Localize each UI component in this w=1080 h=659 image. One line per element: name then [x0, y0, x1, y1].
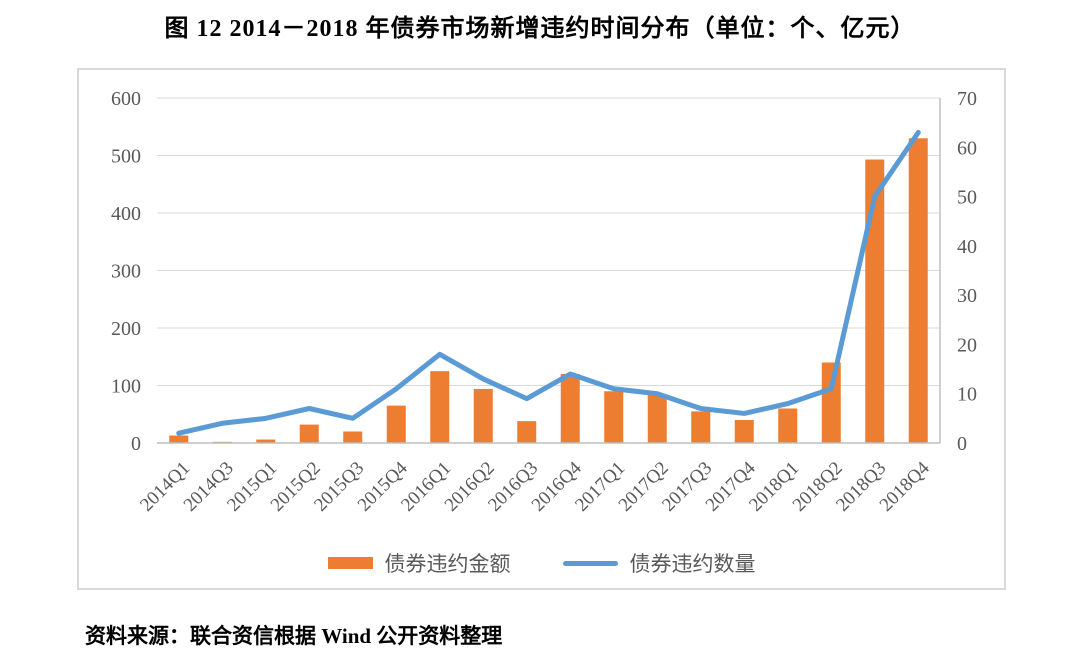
left-axis-tick-label: 100	[111, 376, 141, 398]
bar-2015Q2	[299, 424, 319, 443]
legend-line-label: 债券违约数量	[629, 552, 756, 576]
bar-2017Q2	[647, 394, 667, 443]
left-axis-tick-label: 0	[131, 433, 141, 455]
bar-2018Q4	[908, 138, 928, 443]
count-line	[176, 130, 921, 436]
right-axis-tick-label: 20	[957, 334, 977, 356]
chart-title: 图 12 2014－2018 年债券市场新增违约时间分布（单位：个、亿元）	[164, 16, 916, 42]
x-tick-label: 2018Q4	[876, 457, 934, 515]
bar-2018Q2	[821, 362, 841, 443]
right-axis-tick-label: 10	[957, 384, 977, 406]
bar-2016Q4	[560, 374, 580, 443]
bar-2017Q4	[734, 420, 754, 443]
left-axis-tick-label: 200	[111, 318, 141, 340]
legend-bar-label: 债券违约金额	[384, 552, 511, 576]
legend-bar-swatch	[327, 557, 373, 569]
chart-plot-area: 60050040030020010007060504030201002014Q1…	[111, 88, 977, 516]
bar-2015Q1	[256, 439, 276, 443]
source-note: 资料来源：联合资信根据 Wind 公开资料整理	[85, 624, 503, 648]
legend-item-amount: 债券违约金额	[327, 548, 511, 578]
right-axis-tick-label: 0	[957, 433, 967, 455]
bar-2018Q3	[865, 159, 885, 443]
left-axis-tick-label: 300	[111, 261, 141, 283]
bar-2015Q3	[343, 431, 363, 443]
right-axis-tick-label: 60	[957, 137, 977, 159]
bar-2017Q1	[604, 391, 624, 443]
bar-2018Q1	[778, 408, 798, 443]
right-axis-tick-label: 50	[957, 187, 977, 209]
chart-legend: 债券违约金额 债券违约数量	[79, 548, 1004, 578]
right-axis-tick-label: 40	[957, 236, 977, 258]
left-axis-tick-label: 500	[111, 146, 141, 168]
right-axis-tick-label: 30	[957, 285, 977, 307]
chart-frame: 600 500 400 300 200 100 0 70 60 50 40 30 20 10 0 2014Q1…	[77, 68, 1006, 590]
right-axis-tick-label: 70	[957, 88, 977, 110]
bar-2016Q1	[430, 371, 450, 443]
bar-2014Q1	[169, 435, 189, 443]
bar-2015Q4	[386, 405, 406, 443]
bar-2017Q3	[691, 411, 711, 443]
bar-2016Q3	[517, 421, 537, 443]
legend-line-swatch	[562, 560, 618, 566]
bar-2016Q2	[473, 388, 493, 443]
legend-item-count: 债券违约数量	[562, 548, 756, 578]
left-axis-tick-label: 400	[111, 203, 141, 225]
left-axis-tick-label: 600	[111, 88, 141, 110]
